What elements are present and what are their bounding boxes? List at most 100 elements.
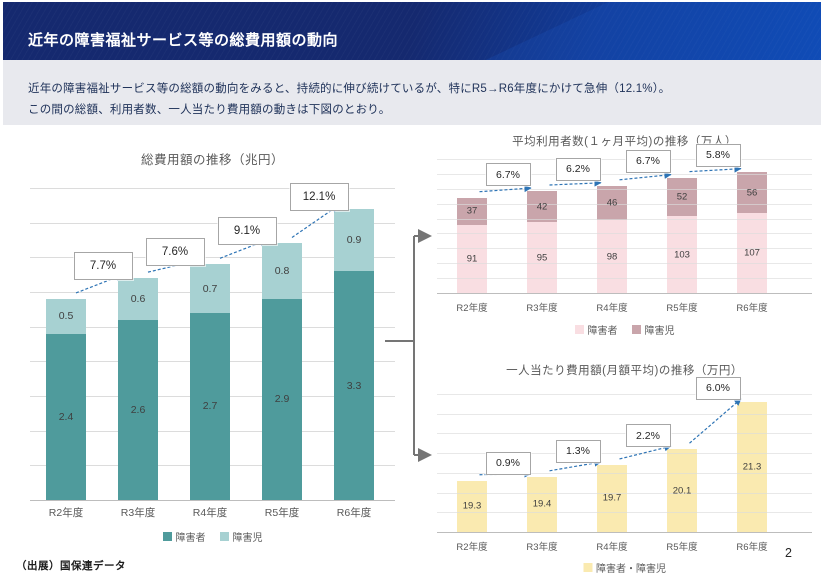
bar-value-label: 20.1 bbox=[672, 485, 692, 497]
bar-value-label: 19.3 bbox=[462, 500, 482, 512]
legend-item: 障害児 bbox=[631, 322, 675, 337]
category-label: R2年度 bbox=[456, 303, 488, 314]
legend-label: 障害児 bbox=[644, 326, 675, 337]
category-label: R5年度 bbox=[666, 303, 698, 314]
bar-segment bbox=[667, 216, 697, 293]
bar-segment bbox=[118, 278, 158, 320]
legend-swatch bbox=[583, 563, 592, 572]
growth-rate-box: 6.2% bbox=[555, 157, 601, 181]
category-label: R4年度 bbox=[596, 542, 628, 553]
gridline bbox=[30, 188, 395, 189]
category-label: R5年度 bbox=[666, 542, 698, 553]
gridline bbox=[437, 263, 812, 265]
legend-item: 障害児 bbox=[219, 529, 263, 544]
legend-label: 障害者 bbox=[587, 326, 618, 337]
gridline bbox=[437, 512, 812, 514]
category-label: R5年度 bbox=[264, 507, 300, 519]
description-line-1: 近年の障害福祉サービス等の総額の動向をみると、持続的に伸び続けているが、特にR5… bbox=[28, 83, 671, 95]
bar-value-label: 0.6 bbox=[130, 292, 146, 305]
category-label: R3年度 bbox=[120, 507, 156, 519]
category-label: R3年度 bbox=[526, 303, 558, 314]
page-title: 近年の障害福祉サービス等の総費用額の動向 bbox=[28, 32, 339, 49]
legend-label: 障害者・障害児 bbox=[596, 564, 666, 575]
bar-value-label: 95 bbox=[536, 252, 548, 264]
bar-segment bbox=[334, 271, 374, 500]
gridline bbox=[437, 203, 812, 205]
legend-item: 障害者・障害児 bbox=[583, 560, 666, 575]
gridline bbox=[437, 218, 812, 220]
growth-rate-box: 0.9% bbox=[485, 451, 531, 475]
bar-segment bbox=[597, 220, 627, 293]
bar-value-label: 98 bbox=[606, 251, 618, 263]
bar-segment bbox=[457, 480, 487, 532]
bar-segment bbox=[190, 312, 230, 500]
bar-value-label: 2.4 bbox=[58, 410, 74, 423]
bar-value-label: 91 bbox=[466, 253, 478, 265]
bar-value-label: 3.3 bbox=[346, 379, 362, 392]
cost-per-person-chart-title: 一人当たり費用額(月額平均)の推移（万円） bbox=[506, 365, 743, 377]
bar-segment bbox=[46, 333, 86, 500]
bar-segment bbox=[597, 464, 627, 532]
gridline bbox=[437, 188, 812, 190]
bar-value-label: 0.7 bbox=[202, 282, 218, 295]
bar-segment bbox=[527, 191, 557, 223]
bar-segment bbox=[46, 298, 86, 334]
bar-segment bbox=[457, 197, 487, 226]
bar-segment bbox=[597, 185, 627, 221]
bar-value-label: 107 bbox=[744, 247, 760, 259]
cost-per-person-chart-legend: 障害者・障害児 bbox=[583, 560, 666, 575]
growth-rate-box: 2.2% bbox=[625, 424, 671, 448]
gridline bbox=[437, 159, 812, 160]
category-label: R4年度 bbox=[596, 303, 628, 314]
growth-rate-box: 5.8% bbox=[695, 143, 741, 167]
bar-value-label: 103 bbox=[674, 249, 690, 261]
gridline bbox=[437, 394, 812, 395]
legend-swatch bbox=[631, 325, 641, 334]
legend-swatch bbox=[162, 532, 172, 541]
gridline bbox=[30, 257, 395, 259]
bar-value-label: 19.7 bbox=[602, 492, 622, 504]
avg-users-chart-title: 平均利用者数(１ヶ月平均)の推移（万人） bbox=[512, 136, 737, 148]
bar-value-label: 2.7 bbox=[202, 400, 218, 413]
bar-segment bbox=[737, 401, 767, 532]
bar-segment bbox=[118, 319, 158, 500]
legend-label: 障害者 bbox=[175, 533, 206, 544]
bar-value-label: 37 bbox=[466, 205, 478, 217]
bar-segment bbox=[262, 243, 302, 299]
category-label: R6年度 bbox=[736, 542, 768, 553]
bar-value-label: 2.9 bbox=[274, 393, 290, 406]
bar-segment bbox=[190, 264, 230, 313]
avg-users-chart-legend: 障害者 障害児 bbox=[574, 322, 675, 337]
bar-segment bbox=[457, 225, 487, 293]
gridline bbox=[437, 278, 812, 280]
description-line-2: この間の総額、利用者数、一人当たり費用額の動きは下図のとおり。 bbox=[28, 104, 391, 116]
bar-segment bbox=[667, 177, 697, 217]
bar-value-label: 0.9 bbox=[346, 234, 362, 246]
description-band: 近年の障害福祉サービス等の総額の動向をみると、持続的に伸び続けているが、特にR5… bbox=[3, 60, 821, 125]
legend-label: 障害児 bbox=[232, 533, 263, 544]
legend-swatch bbox=[219, 532, 229, 541]
bar-value-label: 19.4 bbox=[532, 498, 552, 510]
bar-segment bbox=[334, 208, 374, 272]
bar-value-label: 2.6 bbox=[130, 403, 146, 416]
gridline bbox=[30, 222, 395, 224]
bar-value-label: 0.8 bbox=[274, 265, 290, 278]
bar-segment bbox=[737, 171, 767, 214]
bar-segment bbox=[667, 449, 697, 532]
bar-value-label: 21.3 bbox=[742, 461, 762, 473]
legend-item: 障害者 bbox=[574, 322, 618, 337]
gridline bbox=[437, 248, 812, 250]
category-label: R6年度 bbox=[336, 507, 372, 519]
bar-value-label: 46 bbox=[606, 197, 618, 209]
gridline bbox=[437, 492, 812, 494]
growth-rate-box: 1.3% bbox=[555, 439, 601, 463]
page-number: 2 bbox=[785, 546, 792, 560]
category-label: R6年度 bbox=[736, 303, 768, 314]
growth-rate-box: 12.1% bbox=[289, 182, 349, 211]
total-cost-chart-legend: 障害者 障害児 bbox=[162, 529, 263, 544]
bar-value-label: 42 bbox=[536, 201, 548, 213]
legend-swatch bbox=[574, 325, 584, 334]
gridline bbox=[437, 532, 812, 533]
bar-value-label: 52 bbox=[676, 191, 688, 203]
